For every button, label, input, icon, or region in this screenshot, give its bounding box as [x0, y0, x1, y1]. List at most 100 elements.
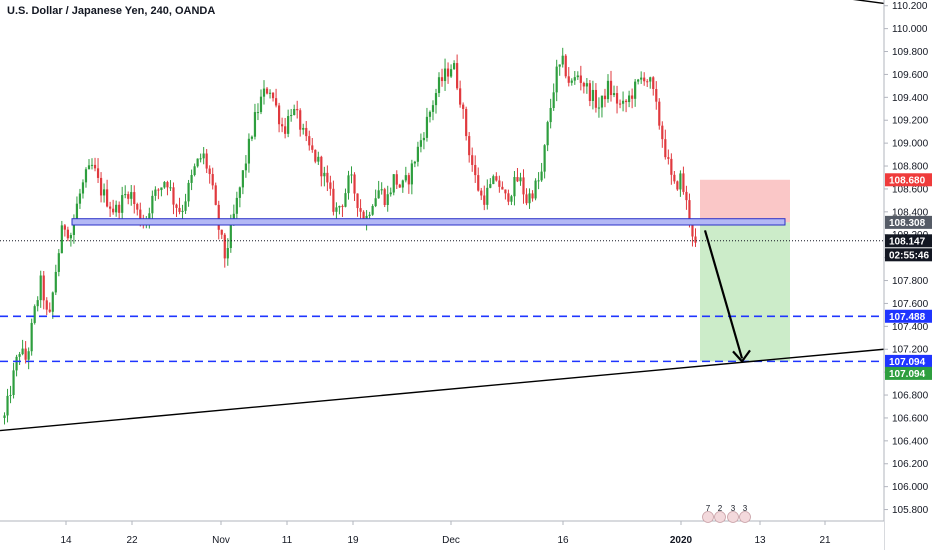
candle-body — [486, 187, 489, 205]
y-tick-label: 109.400 — [892, 93, 929, 104]
candle-body — [634, 81, 637, 99]
candle-body — [624, 100, 628, 103]
candle-body — [416, 146, 419, 162]
y-tick-label: 105.800 — [892, 505, 929, 516]
candle-body — [296, 109, 299, 111]
candle-body — [99, 177, 103, 196]
candle-body — [522, 177, 525, 195]
candle-body — [362, 211, 365, 224]
x-tick-label: 11 — [282, 535, 293, 546]
candle-body — [69, 235, 72, 239]
y-tick-label: 108.600 — [892, 184, 929, 195]
candle-body — [646, 81, 649, 83]
price-tag-label: 108.680 — [889, 175, 926, 186]
candle-body — [184, 201, 187, 211]
candle-body — [359, 208, 362, 212]
candle-body — [531, 193, 534, 199]
candle-body — [643, 77, 646, 82]
candle-body — [474, 164, 477, 176]
price-tag: 107.094 — [885, 366, 932, 380]
candle-body — [178, 207, 181, 212]
candle-body — [555, 66, 558, 93]
candle-body — [229, 222, 232, 249]
candle-body — [603, 95, 607, 100]
x-tick-label: Nov — [212, 535, 230, 546]
candle-body — [202, 153, 205, 159]
candle-body — [54, 271, 57, 293]
x-tick-label: 19 — [347, 535, 359, 546]
candle-body — [211, 174, 214, 186]
candle-body — [570, 80, 573, 83]
candle-body — [262, 88, 266, 97]
candle-body — [36, 300, 39, 307]
candle-body — [534, 180, 537, 199]
candle-body — [537, 180, 540, 182]
candle-body — [504, 189, 507, 194]
candle-body — [649, 77, 652, 82]
candle-body — [84, 169, 88, 183]
candle-body — [253, 112, 257, 137]
candle-body — [374, 198, 377, 207]
candle-body — [468, 136, 471, 156]
y-tick-label: 109.600 — [892, 70, 929, 81]
candle-body — [290, 115, 293, 117]
candle-body — [637, 79, 640, 82]
candle-body — [516, 177, 519, 182]
candle-body — [66, 229, 69, 239]
candle-body — [410, 163, 413, 185]
candle-body — [513, 177, 516, 197]
candle-body — [238, 187, 241, 198]
candle-body — [102, 189, 106, 196]
candle-body — [139, 209, 142, 222]
candle-body — [63, 225, 66, 230]
candle-body — [446, 68, 450, 77]
candles — [3, 47, 697, 425]
candle-body — [338, 205, 341, 208]
candle-body — [579, 75, 582, 83]
candle-body — [564, 55, 567, 77]
candle-body — [235, 197, 238, 214]
candle-body — [265, 88, 269, 94]
time-axis-background — [0, 521, 884, 550]
candle-body — [440, 77, 444, 82]
event-flag-icon — [702, 511, 714, 523]
candle-body — [694, 236, 697, 243]
candle-body — [392, 174, 395, 193]
candle-body — [27, 351, 30, 360]
candle-body — [133, 192, 136, 205]
candle-body — [305, 127, 308, 137]
candle-body — [543, 145, 546, 172]
candle-body — [241, 170, 244, 188]
candle-body — [371, 206, 374, 215]
candle-body — [606, 80, 610, 100]
candle-body — [199, 158, 202, 160]
projection-arrow — [703, 230, 744, 359]
candle-body — [609, 80, 613, 96]
x-tick-label: 22 — [126, 535, 138, 546]
y-tick-label: 106.200 — [892, 459, 929, 470]
event-flag-icon — [739, 511, 751, 523]
candle-body — [540, 171, 543, 181]
candle-body — [81, 182, 85, 194]
candle-body — [115, 204, 118, 213]
y-tick-label: 109.800 — [892, 47, 929, 58]
candle-body — [308, 136, 311, 146]
x-tick-label: 14 — [60, 535, 72, 546]
candle-body — [163, 182, 166, 188]
candle-body — [323, 172, 326, 177]
candle-body — [631, 95, 634, 99]
candle-body — [594, 89, 598, 108]
price-tag-label: 108.308 — [889, 218, 926, 229]
candle-body — [127, 194, 130, 199]
candle-body — [166, 182, 169, 188]
candle-body — [106, 189, 109, 207]
candle-body — [190, 174, 193, 183]
candle-body — [277, 105, 281, 125]
candle-body — [477, 175, 480, 191]
chart-title: U.S. Dollar / Japanese Yen, 240, OANDA — [7, 5, 216, 17]
candle-body — [428, 111, 432, 117]
price-tag-box — [885, 366, 932, 380]
candle-body — [148, 213, 151, 219]
